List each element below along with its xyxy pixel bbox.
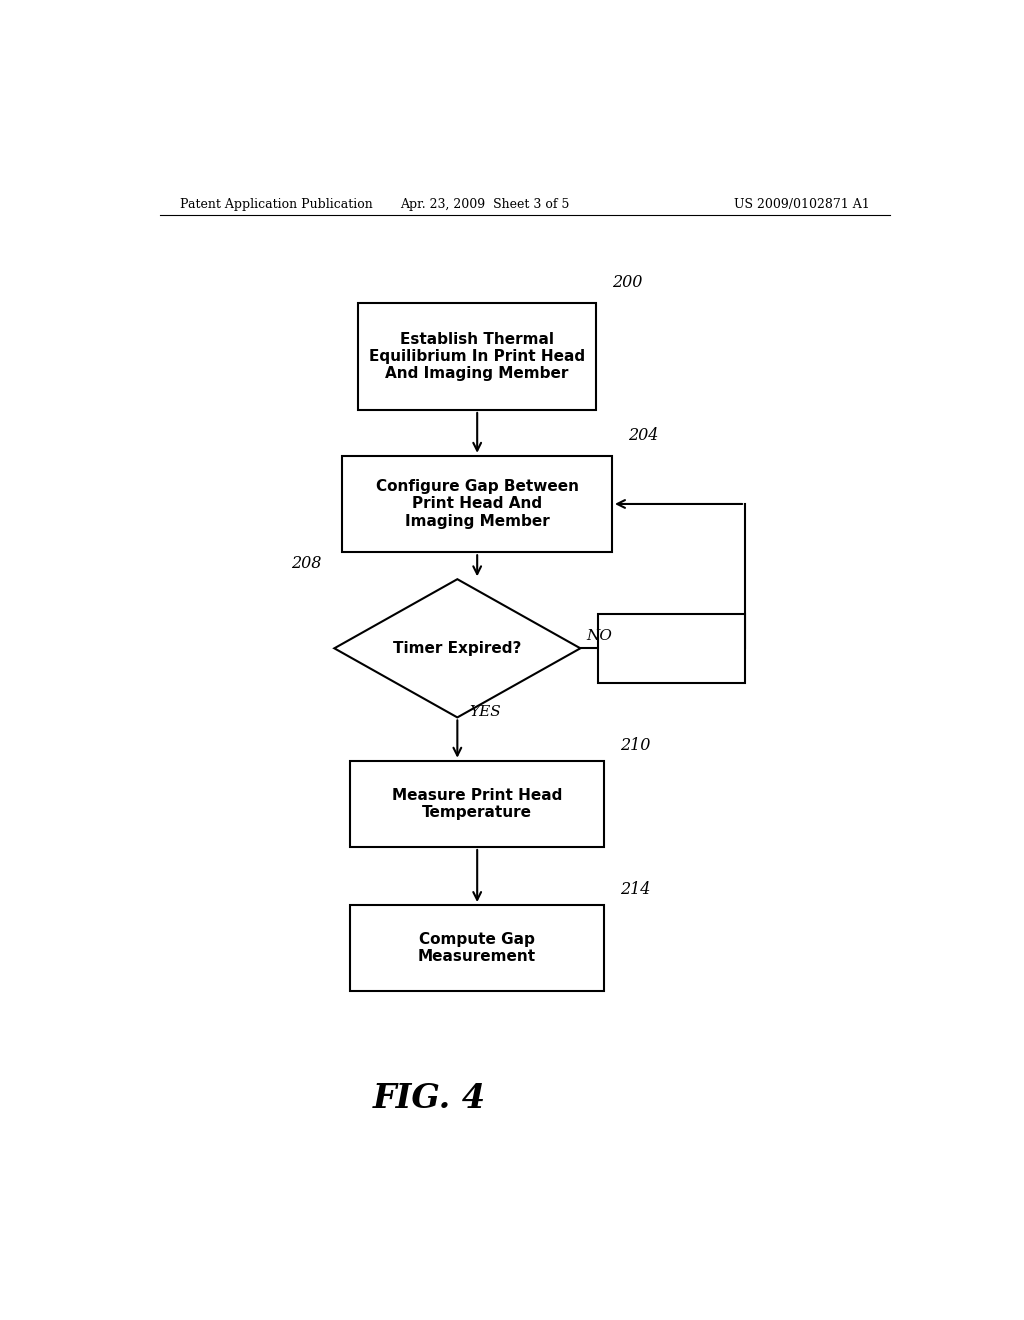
Text: 204: 204 <box>628 426 658 444</box>
Text: Patent Application Publication: Patent Application Publication <box>179 198 373 211</box>
FancyBboxPatch shape <box>350 760 604 847</box>
Text: 200: 200 <box>612 275 642 292</box>
Polygon shape <box>334 579 581 718</box>
Text: Compute Gap
Measurement: Compute Gap Measurement <box>418 932 537 965</box>
Text: FIG. 4: FIG. 4 <box>373 1082 486 1115</box>
Text: Measure Print Head
Temperature: Measure Print Head Temperature <box>392 788 562 820</box>
Text: Apr. 23, 2009  Sheet 3 of 5: Apr. 23, 2009 Sheet 3 of 5 <box>400 198 569 211</box>
Text: 214: 214 <box>620 882 650 898</box>
FancyBboxPatch shape <box>598 614 745 682</box>
FancyBboxPatch shape <box>342 455 612 552</box>
Text: Timer Expired?: Timer Expired? <box>393 640 521 656</box>
Text: 208: 208 <box>291 556 322 573</box>
Text: US 2009/0102871 A1: US 2009/0102871 A1 <box>734 198 870 211</box>
Text: 210: 210 <box>620 737 650 754</box>
FancyBboxPatch shape <box>350 906 604 991</box>
Text: NO: NO <box>587 630 612 643</box>
Text: Establish Thermal
Equilibrium In Print Head
And Imaging Member: Establish Thermal Equilibrium In Print H… <box>369 331 586 381</box>
Text: YES: YES <box>469 705 501 719</box>
Text: Configure Gap Between
Print Head And
Imaging Member: Configure Gap Between Print Head And Ima… <box>376 479 579 529</box>
FancyBboxPatch shape <box>358 304 596 411</box>
